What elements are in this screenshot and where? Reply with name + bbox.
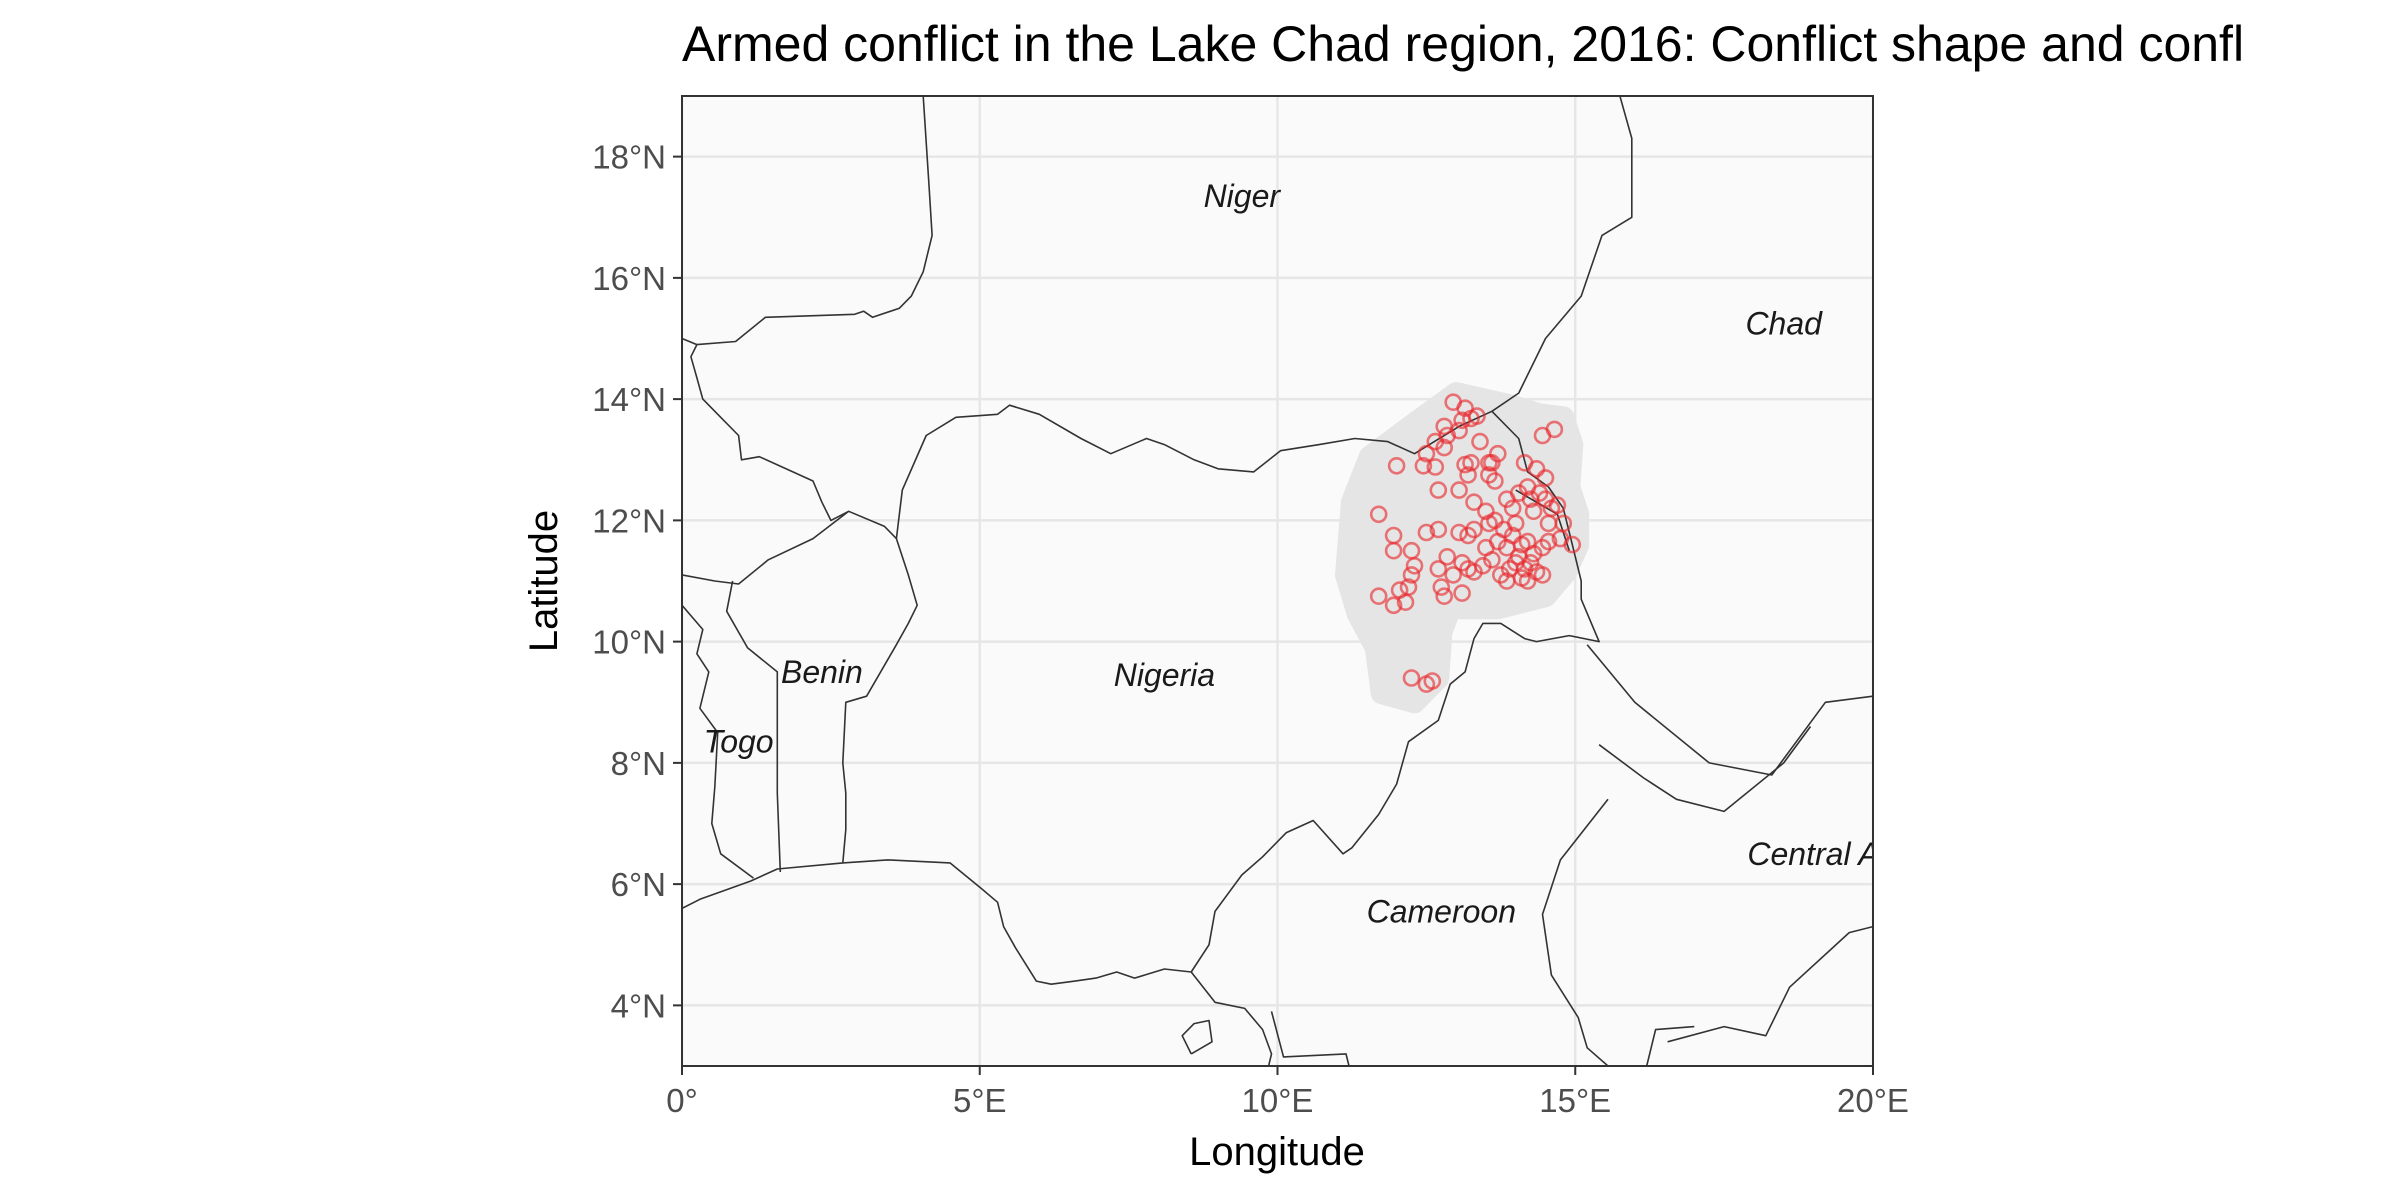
y-tick-label: 10°N [592, 624, 666, 661]
country-label: Togo [704, 724, 774, 760]
conflict-event-point [1369, 505, 1388, 524]
conflict-event-point [1417, 444, 1436, 463]
x-tick-label: 15°E [1539, 1082, 1611, 1119]
country-border [1181, 1019, 1213, 1055]
x-tick-label: 5°E [953, 1082, 1007, 1119]
country-border [1586, 644, 1873, 776]
conflict-event-point [1450, 481, 1468, 499]
country-label: Central A [1747, 836, 1879, 872]
conflict-event-point [1432, 578, 1451, 596]
country-border [682, 604, 754, 879]
conflict-event-point [1486, 472, 1504, 490]
conflict-event-point [1387, 456, 1406, 475]
conflict-events [1369, 393, 1582, 693]
country-label: Benin [781, 654, 863, 690]
country-border [1598, 726, 1812, 813]
x-axis-title: Longitude [1189, 1130, 1365, 1174]
conflict-event-point [1483, 453, 1501, 472]
conflict-event-point [1459, 526, 1477, 545]
conflict-event-point [1563, 535, 1582, 554]
y-tick-label: 18°N [592, 139, 666, 176]
country-border [682, 510, 850, 585]
conflict-event-point [1471, 432, 1489, 451]
conflict-event-point [1533, 566, 1552, 584]
conflict-event-point [1396, 593, 1415, 612]
conflict-event-point [1462, 453, 1480, 472]
conflict-event-point [1518, 572, 1537, 590]
conflict-event-point [1453, 411, 1471, 430]
country-label: Cameroon [1367, 893, 1516, 929]
conflict-event-point [1402, 669, 1421, 687]
country-border [1491, 96, 1633, 412]
country-border [682, 337, 698, 346]
x-axis-ticks: 0° 5°E 10°E 15°E 20°E [666, 1066, 1909, 1119]
y-tick-label: 12°N [592, 502, 666, 539]
country-borders [682, 96, 1873, 1066]
country-border [1541, 798, 1609, 1066]
conflict-event-point [1477, 502, 1495, 521]
conflict-event-point [1515, 453, 1534, 472]
x-tick-label: 20°E [1837, 1082, 1909, 1119]
country-label: Nigeria [1114, 657, 1215, 693]
conflict-event-point [1426, 458, 1445, 476]
conflict-event-point [1536, 469, 1555, 487]
conflict-event-point [1548, 496, 1567, 515]
conflict-event-point [1459, 560, 1477, 578]
y-axis-title: Latitude [522, 510, 566, 652]
country-border [725, 580, 782, 873]
x-tick-label: 0° [666, 1082, 698, 1119]
country-border [895, 404, 1493, 539]
conflict-event-point [1539, 514, 1558, 533]
conflict-event-point [1459, 466, 1477, 484]
conflict-event-point [1414, 456, 1433, 475]
y-tick-label: 4°N [611, 987, 666, 1024]
conflict-event-point [1444, 566, 1462, 584]
x-tick-label: 10°E [1242, 1082, 1314, 1119]
conflict-event-point [1503, 526, 1522, 545]
y-tick-label: 8°N [611, 745, 666, 782]
conflict-event-point [1450, 421, 1468, 440]
country-label: Niger [1204, 178, 1282, 214]
conflict-event-point [1539, 532, 1558, 551]
country-border [1667, 925, 1873, 1043]
conflict-event-point [1405, 556, 1424, 575]
conflict-event-point [1453, 584, 1471, 602]
conflict-event-point [1480, 514, 1498, 533]
country-border [682, 859, 1273, 1066]
country-border [1270, 1011, 1507, 1066]
conflict-event-point [1423, 672, 1442, 690]
conflict-event-point [1518, 532, 1537, 551]
conflict-event-point [1417, 523, 1436, 542]
y-tick-label: 14°N [592, 381, 666, 418]
conflict-event-point [1462, 409, 1480, 428]
y-axis-ticks: 4°N 6°N 8°N 10°N 12°N 14°N 16°N 18°N [592, 139, 682, 1024]
conflict-event-point [1450, 523, 1468, 542]
conflict-event-point [1524, 502, 1543, 521]
chart-title: Armed conflict in the Lake Chad region, … [682, 16, 2244, 72]
conflict-event-point [1429, 481, 1448, 499]
conflict-event-point [1384, 596, 1403, 615]
country-border [1645, 1025, 1695, 1066]
conflict-event-point [1435, 438, 1453, 457]
gridlines [682, 96, 1873, 1066]
conflict-event-point [1438, 547, 1456, 566]
conflict-event-point [1435, 587, 1453, 606]
country-border [690, 96, 933, 863]
conflict-event-point [1509, 547, 1528, 566]
conflict-event-point [1369, 587, 1388, 606]
country-labels: Niger Chad Benin Nigeria Togo Cameroon Central… [704, 178, 1879, 929]
conflict-event-point [1426, 432, 1445, 451]
conflict-event-point [1429, 560, 1448, 578]
conflict-event-point [1465, 493, 1483, 512]
conflict-event-point [1429, 520, 1448, 539]
conflict-event-point [1545, 420, 1564, 439]
conflict-event-point [1489, 444, 1507, 463]
conflict-event-point [1402, 566, 1421, 584]
conflict-event-point [1489, 532, 1507, 551]
conflict-event-point [1384, 541, 1403, 560]
y-tick-label: 6°N [611, 866, 666, 903]
y-tick-label: 16°N [592, 260, 666, 297]
country-label: Chad [1745, 305, 1823, 341]
